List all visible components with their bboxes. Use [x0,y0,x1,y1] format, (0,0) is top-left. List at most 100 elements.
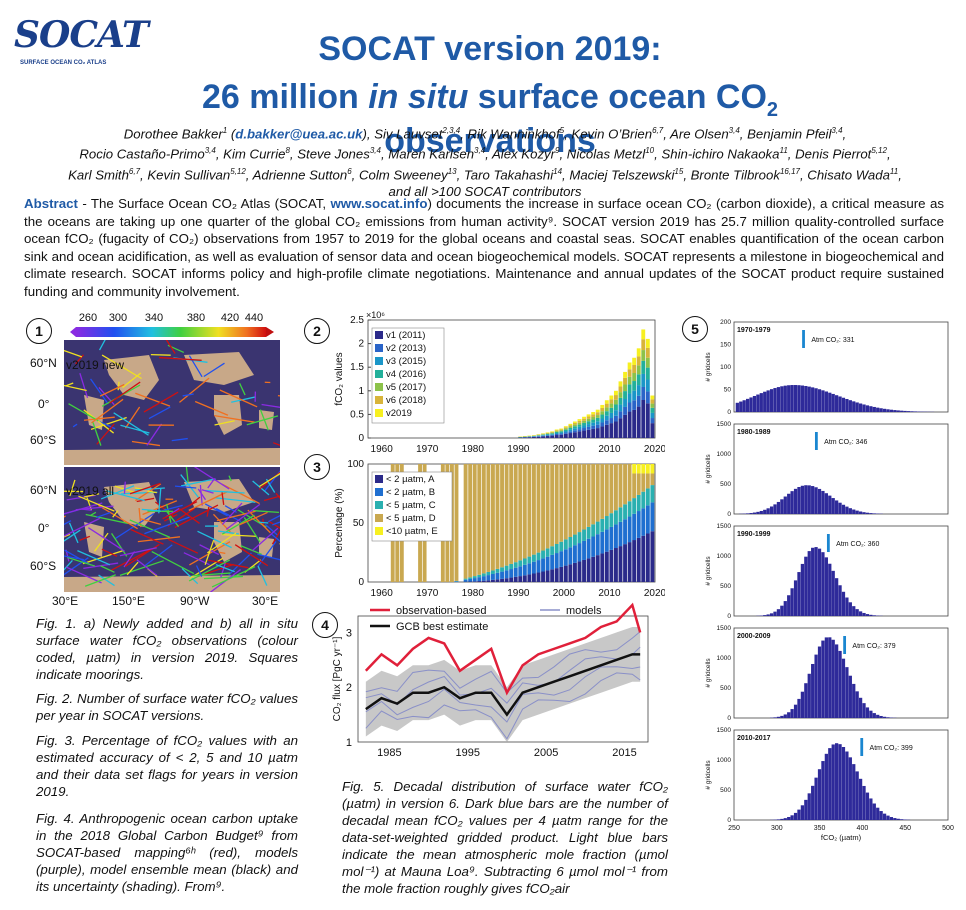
author-line: Karl Smith6,7, Kevin Sullivan5,12, Adrie… [30,163,940,183]
author-text: , Denis Pierrot [787,146,872,162]
fig3-bar-segment [650,502,655,532]
fig3-bar-segment [627,516,632,543]
fig2-bar-segment [623,399,627,407]
histogram-bar [855,510,859,514]
histogram-bar [811,486,815,514]
histogram-bar [793,580,798,616]
ship-track [126,561,139,576]
socat-website-link[interactable]: www.socat.info [330,196,428,211]
fig2-bar-segment [550,433,555,435]
histogram-bar [824,391,828,412]
fig2-bar-segment [554,431,559,432]
caption-fig3: Fig. 3. Percentage of fCO₂ values with a… [36,733,298,799]
histogram-bar [841,591,846,616]
histogram-bar [780,715,784,718]
ship-track [111,533,128,557]
author-text: , Steve Jones [289,146,370,162]
histogram-bar [906,411,911,412]
affiliation-number: 15 [674,166,684,176]
fig3-bar-segment [509,464,514,564]
fig3-bar-segment [513,576,518,582]
histogram-bar [800,485,805,514]
figure-3-chart: 0 50 100 1960 1970 1980 1990 2000 2010 2020 Percen… [334,459,665,599]
ship-track [239,383,246,396]
affiliation-number: 5 [559,126,565,135]
ship-track [228,475,232,482]
histogram-bar [793,385,798,412]
fig2-bar-segment [645,347,650,358]
poster-title-line2: 26 million in situ surface ocean CO2 obs… [201,78,779,160]
ship-track [162,501,198,520]
histogram-bar [831,570,835,616]
ship-track [206,532,237,554]
ship-track [195,565,203,577]
fig3-bar-segment [522,575,527,582]
histogram-bar [814,654,818,718]
atm-co2-marker [826,534,830,552]
fig2-bar-segment [582,430,586,438]
fig2-bar-segment [559,431,564,433]
histogram-bar [848,675,852,718]
lat-label-60n-b: 60°N [30,483,57,497]
y-unit-label: ×10⁶ [366,310,385,320]
fig3-bar-segment [627,501,632,517]
figure-5-chart: 0 50 100 150 200 # gridcells 1970-1979 Atm CO₂:… [705,319,954,842]
x-tick-label: 400 [857,825,869,832]
fig3-bar-segment [591,524,596,537]
contact-email-link[interactable]: d.bakker@uea.ac.uk [235,126,363,142]
y-tick-label: 1 [358,386,364,397]
legend-swatch [375,488,383,496]
fig2-bar-segment [573,432,577,438]
fig3-bar-segment [500,571,504,579]
ship-track [64,549,92,566]
atm-co2-marker [860,738,864,756]
y-tick-label: 150 [720,342,731,349]
x-tick-label: 500 [942,825,954,832]
ship-track [262,518,265,525]
ship-track [64,520,72,526]
fig2-bar-segment [636,356,641,366]
fig3-bar-segment [623,504,627,520]
fig2-bar-segment [645,367,650,380]
histogram-bar [862,612,866,616]
histogram-bar [790,385,794,412]
fig2-bar-segment [650,412,655,419]
affiliation-number: 10 [645,146,655,156]
observation-based-line [364,602,642,696]
fig2-bar-segment [614,404,618,411]
fig3-bar-segment [532,464,536,555]
fig2-bar-segment [586,416,591,419]
histogram-bar [828,392,832,412]
ship-track [259,521,269,524]
atm-co2-label: Atm CO₂: 360 [836,541,879,548]
ship-track [79,535,91,541]
ship-track [119,547,157,557]
atm-co2-marker [843,636,847,654]
ship-track [168,538,199,554]
colorbar: 260 300 340 380 420 440 [70,312,274,337]
histogram-bar [852,606,856,616]
histogram-bar [797,385,801,412]
ship-track [204,503,228,517]
histogram-bar [869,798,873,820]
ship-track [197,530,232,549]
histogram-bar [828,563,832,616]
x-tick-label: 1970 [416,588,439,599]
ship-track [109,381,141,404]
histogram-bar [790,815,794,820]
fig2-bar-segment [650,407,655,413]
ship-track [124,406,141,429]
colorbar-tick-label: 440 [245,312,263,324]
x-tick-label: 1995 [455,747,479,759]
fig2-bar-segment [591,416,596,420]
legend-label: < 5 µatm, C [386,500,436,511]
ship-track [120,491,158,495]
ship-track [110,548,153,571]
ship-track [214,414,255,423]
histogram-bar [756,394,760,412]
ship-track [240,545,262,555]
author-text: ), Siv Lauvset [362,126,443,142]
ship-track [192,572,231,577]
histogram-bar [886,717,890,718]
fig3-bar-segment [463,578,468,580]
